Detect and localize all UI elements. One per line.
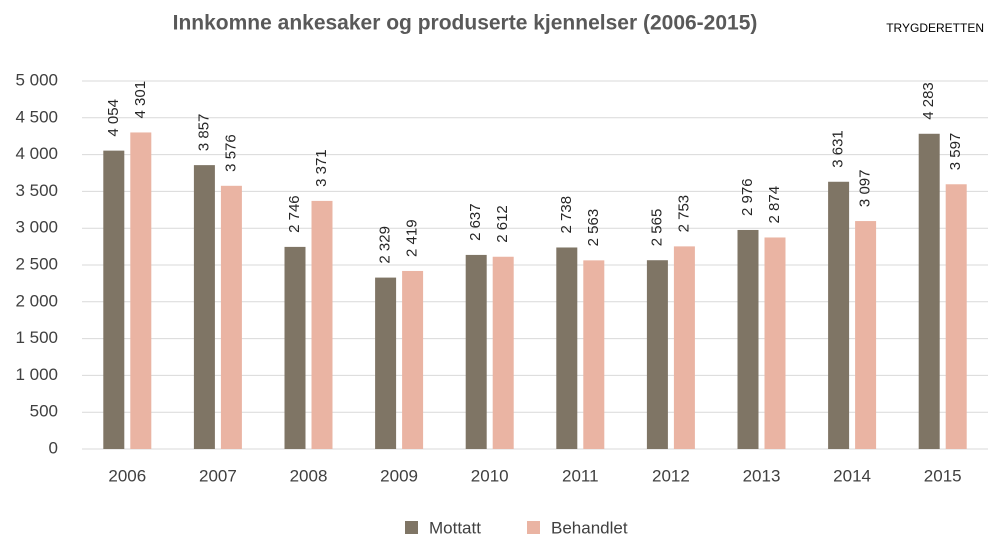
bar [220, 185, 242, 449]
value-label: 2 738 [558, 196, 575, 234]
value-label: 3 631 [830, 130, 847, 168]
y-tick-label: 5 000 [15, 70, 58, 89]
source-label: TRYGDERETTEN [886, 21, 984, 35]
y-tick-label: 4 500 [15, 107, 58, 126]
y-tick-label: 1 500 [15, 328, 58, 347]
value-label: 2 563 [585, 209, 602, 247]
bar [855, 221, 877, 449]
value-label: 4 283 [920, 82, 937, 120]
value-label: 4 054 [105, 99, 122, 137]
x-tick-label: 2010 [471, 466, 509, 485]
bar [764, 237, 786, 449]
bar [583, 260, 605, 449]
legend-label: Behandlet [551, 518, 628, 537]
bar [673, 246, 695, 449]
y-tick-label: 2 000 [15, 291, 58, 310]
value-label: 2 976 [739, 178, 756, 216]
legend-swatch [527, 521, 540, 534]
value-label: 2 612 [494, 205, 511, 243]
y-tick-label: 1 000 [15, 365, 58, 384]
bar [492, 256, 514, 449]
y-tick-label: 500 [30, 402, 58, 421]
value-label: 3 097 [857, 170, 874, 208]
x-tick-label: 2011 [562, 466, 599, 485]
bar [556, 247, 578, 449]
y-tick-label: 3 500 [15, 181, 58, 200]
chart-title: Innkomne ankesaker og produserte kjennel… [173, 12, 758, 35]
x-tick-label: 2006 [108, 466, 146, 485]
value-label: 2 419 [404, 219, 421, 257]
y-tick-label: 3 000 [15, 218, 58, 237]
x-tick-label: 2009 [380, 466, 418, 485]
value-label: 3 597 [947, 133, 964, 171]
x-tick-label: 2007 [199, 466, 237, 485]
value-label: 2 637 [467, 203, 484, 241]
bar [402, 270, 424, 449]
bar [130, 132, 152, 449]
bar [737, 229, 759, 449]
value-label: 4 301 [132, 81, 149, 119]
legend-swatch [405, 521, 418, 534]
bar [193, 165, 215, 449]
x-tick-label: 2014 [833, 466, 871, 485]
value-label: 2 746 [286, 195, 303, 233]
value-label: 3 371 [313, 149, 330, 187]
value-label: 3 576 [222, 134, 239, 172]
x-tick-label: 2012 [652, 466, 690, 485]
value-label: 2 874 [766, 186, 783, 224]
y-tick-label: 2 500 [15, 254, 58, 273]
x-tick-label: 2008 [290, 466, 328, 485]
value-label: 2 565 [648, 209, 665, 247]
bar [918, 133, 940, 450]
y-tick-label: 0 [49, 438, 58, 457]
bar [828, 181, 850, 449]
bar [945, 184, 967, 449]
bar [646, 260, 668, 449]
bar [465, 254, 487, 449]
value-label: 2 329 [377, 226, 394, 264]
legend-label: Mottatt [429, 518, 481, 537]
y-tick-label: 4 000 [15, 144, 58, 163]
bar [311, 200, 333, 449]
x-tick-label: 2013 [743, 466, 781, 485]
x-tick-label: 2015 [924, 466, 962, 485]
bar [103, 150, 125, 449]
bar [375, 277, 397, 449]
bar [284, 246, 306, 449]
value-label: 3 857 [195, 114, 212, 152]
value-label: 2 753 [675, 195, 692, 233]
